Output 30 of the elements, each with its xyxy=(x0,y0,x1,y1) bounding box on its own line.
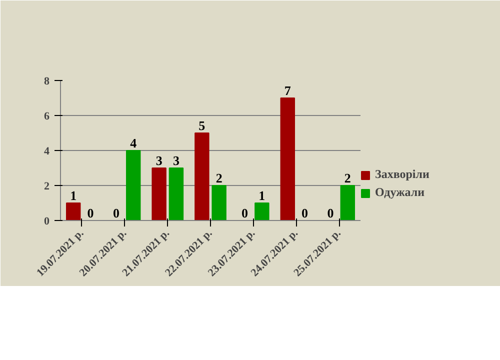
bar xyxy=(152,168,166,220)
bar xyxy=(194,132,210,220)
data-label: 4 xyxy=(130,136,138,150)
legend-label: Захворіли xyxy=(375,167,430,182)
y-tick-label: 4 xyxy=(44,146,50,158)
data-label: 7 xyxy=(284,83,292,98)
bar xyxy=(168,168,184,220)
bar xyxy=(126,150,141,220)
data-label: 3 xyxy=(156,153,163,168)
data-label: 3 xyxy=(172,153,180,168)
bar xyxy=(280,98,295,220)
bar xyxy=(212,185,226,220)
y-tick-label: 6 xyxy=(44,110,50,122)
data-label: 0 xyxy=(87,206,94,220)
bar xyxy=(340,185,355,220)
data-label: 0 xyxy=(327,206,334,220)
data-label: 5 xyxy=(198,118,206,133)
y-tick-label: 8 xyxy=(44,76,50,88)
y-tick-label: 0 xyxy=(44,216,50,228)
bar xyxy=(254,202,270,220)
data-label: 0 xyxy=(302,206,308,220)
data-label: 1 xyxy=(258,188,266,203)
y-tick-label: 2 xyxy=(44,180,50,192)
data-label: 0 xyxy=(242,206,248,220)
data-label: 0 xyxy=(112,206,120,220)
data-label: 1 xyxy=(70,188,77,203)
legend-label: Одужали xyxy=(375,185,425,200)
data-label: 2 xyxy=(216,170,222,186)
bar xyxy=(66,202,81,220)
data-label: 2 xyxy=(344,170,351,186)
